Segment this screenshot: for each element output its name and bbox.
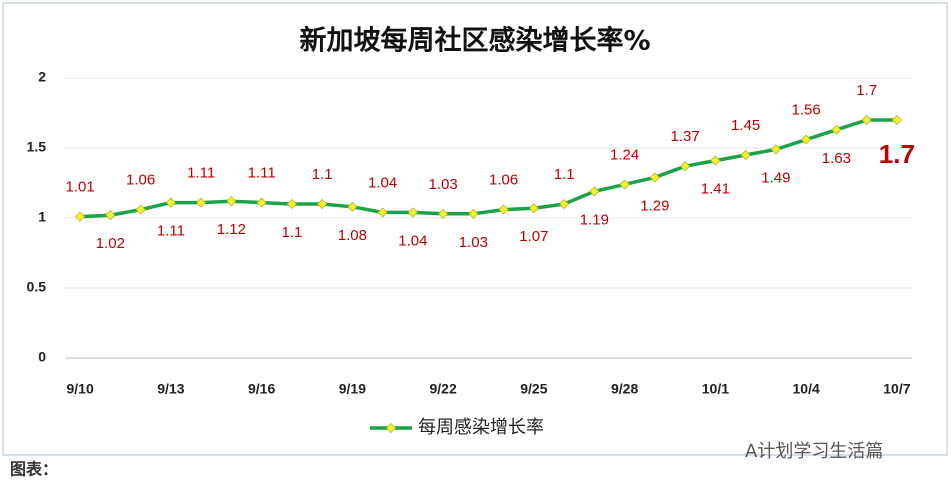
marker (801, 134, 812, 145)
marker (619, 179, 630, 190)
marker (286, 198, 297, 210)
marker (438, 208, 449, 219)
value-label: 1.56 (792, 102, 821, 119)
marker (498, 204, 509, 215)
value-label: 1.1 (554, 166, 575, 183)
marker (468, 208, 479, 219)
marker (589, 186, 600, 197)
value-label: 1.1 (312, 166, 333, 183)
marker (861, 114, 872, 126)
value-label: 1.08 (338, 227, 367, 244)
value-label: 1.19 (580, 211, 609, 228)
value-label: 1.7 (856, 82, 877, 99)
line-series (80, 118, 897, 219)
value-label: 1.12 (217, 221, 246, 238)
marker (165, 197, 176, 208)
value-label: 1.04 (368, 174, 397, 191)
value-label: 1.29 (640, 197, 669, 214)
marker (649, 172, 660, 183)
source-note: 图表： (10, 460, 58, 479)
legend-label: 每周感染增长率 (418, 417, 544, 438)
marker (75, 211, 86, 222)
marker (831, 124, 842, 135)
marker (559, 198, 570, 210)
x-tick-label: 9/25 (520, 381, 547, 397)
value-label: 1.06 (489, 172, 518, 189)
value-label: 1.24 (610, 146, 639, 163)
value-label: 1.03 (459, 234, 488, 251)
value-label: 1.11 (157, 223, 185, 240)
value-label: 1.45 (731, 117, 760, 134)
value-label: 1.02 (96, 235, 125, 252)
y-tick-label: 0 (38, 349, 46, 365)
value-label: 1.11 (248, 165, 276, 182)
x-tick-label: 9/13 (157, 381, 184, 397)
value-label: 1.37 (671, 128, 700, 145)
value-label: 1.41 (701, 181, 730, 198)
value-label: 1.06 (126, 172, 155, 189)
value-label: 1.03 (429, 176, 458, 193)
marker (226, 196, 237, 207)
value-label: 1.49 (761, 169, 790, 186)
chart-title: 新加坡每周社区感染增长率% (299, 25, 650, 57)
marker (680, 161, 691, 172)
marker (105, 210, 116, 221)
marker (317, 198, 328, 210)
value-label: 1.11 (187, 165, 215, 182)
marker (407, 207, 418, 218)
x-tick-label: 9/10 (67, 381, 94, 397)
marker (347, 201, 358, 212)
value-label: 1.01 (66, 179, 95, 196)
value-label: 1.07 (519, 228, 548, 245)
marker (256, 197, 267, 208)
marker (710, 155, 721, 166)
marker (740, 149, 751, 161)
legend-marker (385, 422, 397, 434)
marker (770, 144, 781, 155)
watermark: A计划学习生活篇 (745, 441, 883, 462)
marker (528, 203, 539, 214)
x-tick-label: 9/28 (611, 381, 638, 397)
value-label: 1.04 (398, 232, 427, 249)
y-tick-label: 1 (38, 209, 46, 225)
x-tick-label: 10/4 (793, 381, 820, 397)
y-tick-label: 1.5 (27, 139, 47, 155)
x-tick-label: 10/7 (883, 381, 910, 397)
y-tick-label: 2 (38, 69, 46, 85)
value-label: 1.63 (822, 150, 851, 167)
x-tick-label: 9/22 (430, 381, 457, 397)
x-tick-label: 9/19 (339, 381, 366, 397)
value-label: 1.1 (281, 224, 302, 241)
marker (377, 207, 388, 218)
marker (135, 204, 146, 215)
y-tick-label: 0.5 (27, 279, 47, 295)
x-tick-label: 10/1 (702, 381, 729, 397)
value-label: 1.7 (879, 139, 915, 169)
x-tick-label: 9/16 (248, 381, 275, 397)
marker (196, 197, 207, 208)
marker (891, 114, 902, 126)
